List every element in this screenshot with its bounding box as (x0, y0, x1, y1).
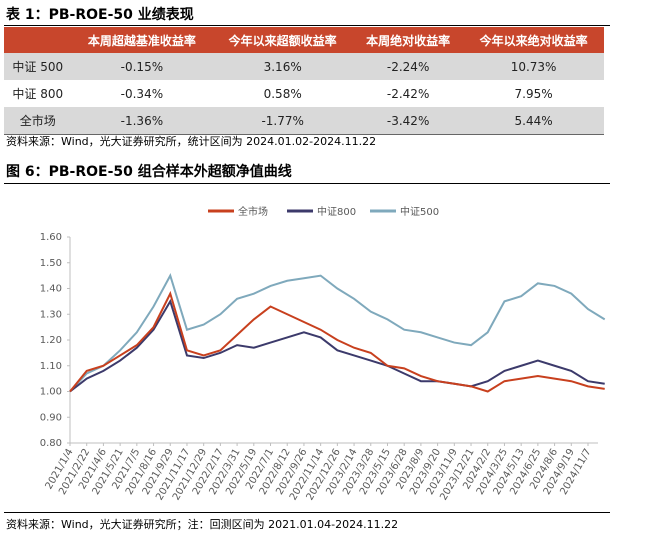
series-line (69, 273, 606, 393)
table-cell: -0.15% (71, 53, 213, 80)
y-tick-label: 1.10 (40, 361, 62, 372)
table-cell: -0.34% (71, 80, 213, 107)
y-tick-label: 1.30 (40, 309, 62, 320)
table-cell: -2.24% (353, 53, 464, 80)
table-cell: -1.36% (71, 107, 213, 135)
legend-label: 中证800 (317, 205, 356, 218)
y-tick-label: 1.60 (40, 232, 62, 243)
y-tick-label: 1.20 (40, 335, 62, 346)
y-tick-label: 0.80 (40, 438, 62, 449)
table-source: 资料来源：Wind，光大证券研究所，统计区间为 2024.01.02-2024.… (6, 135, 377, 148)
table-cell: 3.16% (212, 53, 354, 80)
y-tick-label: 1.00 (40, 387, 62, 398)
header-row: 本周超越基准收益率 今年以来超额收益率 本周绝对收益率 今年以来绝对收益率 (4, 27, 604, 53)
y-tick-label: 0.90 (40, 412, 62, 423)
table-row: 中证 800 -0.34% 0.58% -2.42% 7.95% (4, 80, 604, 107)
table-row: 全市场 -1.36% -1.77% -3.42% 5.44% (4, 107, 604, 135)
series-line (69, 298, 605, 393)
table-cell: 7.95% (463, 80, 604, 107)
figure-title: 图 6：PB-ROE-50 组合样本外超额净值曲线 (6, 164, 292, 180)
header-cell (4, 27, 72, 53)
performance-table: 本周超越基准收益率 今年以来超额收益率 本周绝对收益率 今年以来绝对收益率 中证 50… (4, 27, 604, 135)
series-line (69, 290, 605, 393)
table-cell: 中证 800 (4, 80, 72, 107)
table-row: 中证 500 -0.15% 3.16% -2.24% 10.73% (4, 53, 604, 80)
table-cell: -2.42% (353, 80, 464, 107)
table-cell: -3.42% (353, 107, 464, 135)
table-cell: 10.73% (463, 53, 604, 80)
table-cell: 5.44% (463, 107, 604, 135)
y-tick-label: 1.40 (40, 284, 62, 295)
rule (4, 512, 610, 513)
table-cell: 中证 500 (4, 53, 72, 80)
header-cell: 本周绝对收益率 (353, 27, 464, 53)
table-cell: 全市场 (4, 107, 72, 135)
y-tick-label: 1.50 (40, 258, 62, 269)
legend-label: 中证500 (400, 205, 439, 218)
legend-label: 全市场 (238, 205, 268, 218)
figure-source: 资料来源：Wind，光大证券研究所；注：回测区间为 2021.01.04-202… (6, 518, 399, 531)
header-cell: 本周超越基准收益率 (71, 27, 213, 53)
rule (4, 25, 610, 26)
header-cell: 今年以来绝对收益率 (463, 27, 604, 53)
table-title: 表 1：PB-ROE-50 业绩表现 (6, 7, 194, 23)
rule (4, 183, 610, 184)
table-cell: 0.58% (212, 80, 354, 107)
header-cell: 今年以来超额收益率 (212, 27, 354, 53)
table-cell: -1.77% (212, 107, 354, 135)
